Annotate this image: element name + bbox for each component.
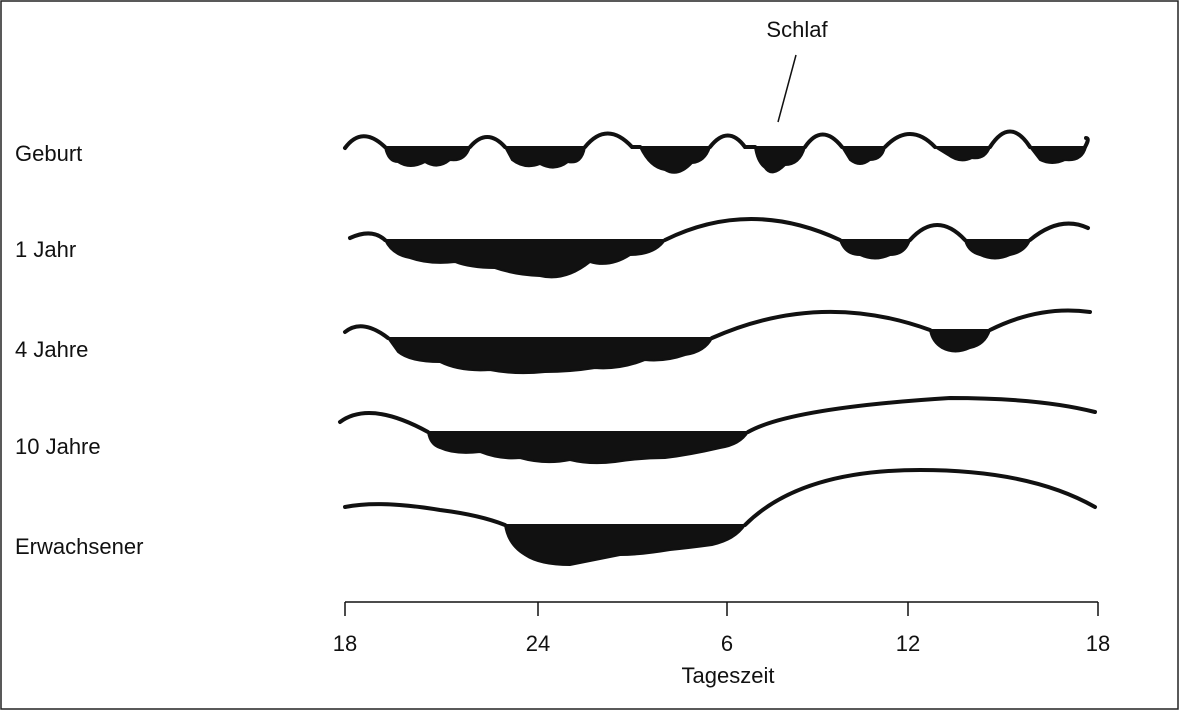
time-axis bbox=[344, 601, 1099, 616]
sleep-pattern bbox=[343, 129, 1090, 174]
row-label: 4 Jahre bbox=[15, 337, 88, 362]
axis-tick-label: 18 bbox=[333, 631, 357, 656]
sleep-pattern bbox=[343, 308, 1092, 375]
axis-tick-label: 6 bbox=[721, 631, 733, 656]
sleep-pattern bbox=[338, 395, 1097, 465]
row-label: Geburt bbox=[15, 141, 82, 166]
axis-label: Tageszeit bbox=[682, 663, 775, 688]
row-label: 10 Jahre bbox=[15, 434, 101, 459]
row-label: Erwachsener bbox=[15, 534, 143, 559]
axis-tick-label: 24 bbox=[526, 631, 550, 656]
annotation-line bbox=[777, 54, 797, 123]
sleep-pattern bbox=[343, 467, 1097, 567]
sleep-pattern bbox=[348, 217, 1090, 279]
row-label: 1 Jahr bbox=[15, 237, 76, 262]
axis-tick-label: 18 bbox=[1086, 631, 1110, 656]
annotation: Schlaf bbox=[766, 17, 828, 42]
axis-tick-label: 12 bbox=[896, 631, 920, 656]
